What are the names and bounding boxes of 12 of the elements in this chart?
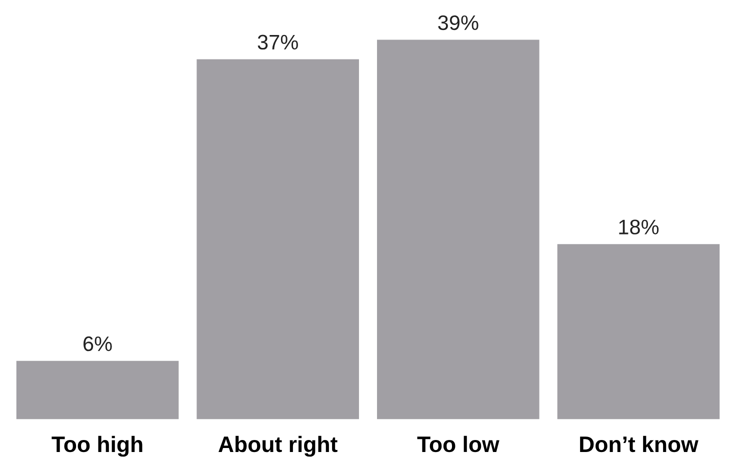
bar xyxy=(557,244,720,420)
bar xyxy=(16,360,179,420)
data-label: 18% xyxy=(619,220,659,234)
data-label: 37% xyxy=(258,34,298,50)
bar xyxy=(196,59,359,420)
x-tick-label: Too high xyxy=(52,436,142,457)
data-label: 39% xyxy=(438,15,478,30)
bar xyxy=(377,40,540,420)
x-tick-label: Don’t know xyxy=(580,436,698,452)
x-tick-label: Too low xyxy=(417,436,500,452)
x-tick-label: About right xyxy=(218,436,338,457)
data-label: 6% xyxy=(84,336,112,352)
